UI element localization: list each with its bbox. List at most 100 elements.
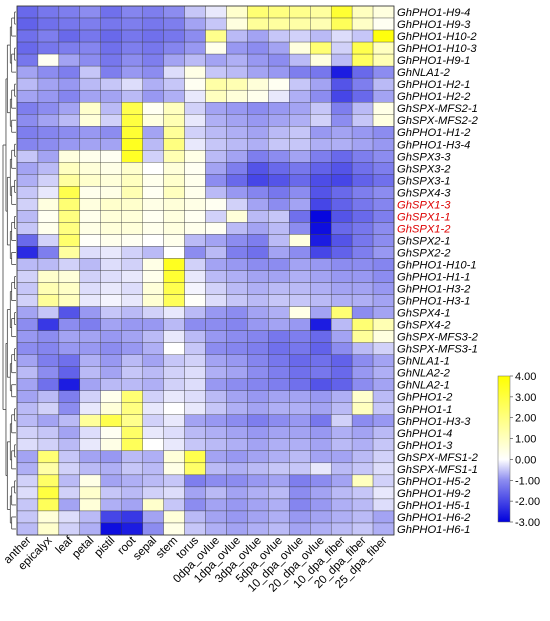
heatmap-cell (310, 150, 332, 163)
heatmap-cell (142, 5, 164, 19)
color-scale-label: 0.00 (515, 454, 536, 466)
heatmap-cell (100, 282, 122, 295)
row-label: GhSPX4-2 (397, 320, 451, 332)
heatmap-cell (16, 174, 39, 187)
heatmap-cell (121, 138, 143, 151)
heatmap-cell (372, 270, 395, 283)
heatmap-cell (79, 53, 101, 67)
heatmap-cell (163, 5, 185, 19)
heatmap-cell (142, 246, 164, 259)
heatmap-cell (247, 186, 269, 199)
heatmap-cell (247, 162, 269, 175)
heatmap-cell (226, 294, 248, 307)
heatmap-cell (121, 126, 143, 139)
row-label: GhPHO1-1 (397, 404, 452, 416)
heatmap-cell (121, 450, 143, 464)
heatmap-cell (247, 426, 269, 439)
heatmap-cell (351, 294, 374, 307)
heatmap-cell (121, 17, 143, 31)
heatmap-cell (372, 498, 395, 512)
heatmap-cell (100, 462, 122, 476)
heatmap-cell (121, 390, 143, 403)
heatmap-cell (268, 510, 290, 524)
heatmap-cell (351, 426, 374, 439)
heatmap-cell (37, 114, 60, 127)
heatmap-cell (37, 378, 60, 391)
heatmap-cell (289, 210, 311, 223)
heatmap-cell (100, 522, 122, 536)
heatmap-cell (163, 378, 185, 391)
heatmap-cell (289, 186, 311, 199)
heatmap-cell (330, 77, 353, 91)
heatmap-cell (184, 510, 206, 524)
heatmap-cell (330, 282, 353, 295)
heatmap-cell (205, 378, 227, 391)
heatmap-cell (58, 222, 81, 235)
heatmap-cell (121, 354, 143, 367)
heatmap-cell (330, 402, 353, 415)
heatmap-cell (142, 426, 164, 439)
heatmap-cell (351, 366, 374, 379)
heatmap-cell (58, 89, 81, 103)
heatmap-cell (205, 222, 227, 235)
row-label: GhPHO1-H10-2 (397, 31, 477, 43)
heatmap-cell (37, 222, 60, 235)
heatmap-cell (142, 186, 164, 199)
heatmap-cell (37, 210, 60, 223)
heatmap-cell (163, 510, 185, 524)
row-label: GhSPX-MFS3-1 (397, 344, 478, 356)
heatmap-cell (268, 402, 290, 415)
heatmap-cell (351, 486, 374, 500)
heatmap-cell (372, 198, 395, 211)
heatmap-cell (372, 65, 395, 79)
heatmap-cell (184, 65, 206, 79)
heatmap-cell (268, 330, 290, 343)
heatmap-cell (37, 438, 60, 452)
heatmap-cell (184, 114, 206, 127)
heatmap-cell (330, 89, 353, 103)
heatmap-cell (163, 17, 185, 31)
heatmap-cell (184, 102, 206, 115)
heatmap-cell (121, 198, 143, 211)
heatmap-cell (372, 162, 395, 175)
heatmap-cell (268, 366, 290, 379)
heatmap-cell (372, 438, 395, 452)
heatmap-cell (37, 486, 60, 500)
heatmap-cell (226, 270, 248, 283)
heatmap-cell (100, 29, 122, 43)
heatmap-cell (121, 246, 143, 259)
heatmap-cell (205, 282, 227, 295)
heatmap-cell (100, 450, 122, 464)
heatmap-cell (205, 41, 227, 55)
heatmap-cell (330, 29, 353, 43)
heatmap-cell (100, 354, 122, 367)
heatmap-cell (37, 522, 60, 536)
heatmap-cell (16, 450, 39, 464)
heatmap-cell (205, 198, 227, 211)
heatmap-cell (247, 234, 269, 247)
heatmap-cell (142, 378, 164, 391)
heatmap-cell (163, 150, 185, 163)
heatmap-cell (79, 462, 101, 476)
heatmap-cell (184, 126, 206, 139)
heatmap-cell (247, 5, 269, 19)
heatmap-cell (310, 294, 332, 307)
heatmap-cell (163, 29, 185, 43)
heatmap-cell (184, 174, 206, 187)
heatmap-cell (16, 318, 39, 331)
heatmap-cell (289, 474, 311, 488)
heatmap-cell (37, 402, 60, 415)
heatmap-cell (184, 162, 206, 175)
heatmap-cell (247, 258, 269, 271)
heatmap-cell (121, 65, 143, 79)
heatmap-cell (289, 282, 311, 295)
heatmap-cell (184, 522, 206, 536)
heatmap-cell (226, 426, 248, 439)
heatmap-cell (226, 138, 248, 151)
heatmap-cell (184, 354, 206, 367)
heatmap-cell (121, 270, 143, 283)
heatmap-cell (58, 17, 81, 31)
heatmap-cell (79, 102, 101, 115)
heatmap-cell (100, 126, 122, 139)
heatmap-cell (310, 306, 332, 319)
